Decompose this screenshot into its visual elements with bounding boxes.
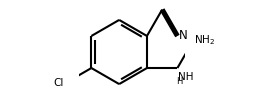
Text: N: N xyxy=(179,29,188,42)
Text: H: H xyxy=(176,77,182,86)
Text: NH$_2$: NH$_2$ xyxy=(194,34,215,48)
Text: Cl: Cl xyxy=(53,78,63,88)
Text: NH: NH xyxy=(178,72,193,82)
